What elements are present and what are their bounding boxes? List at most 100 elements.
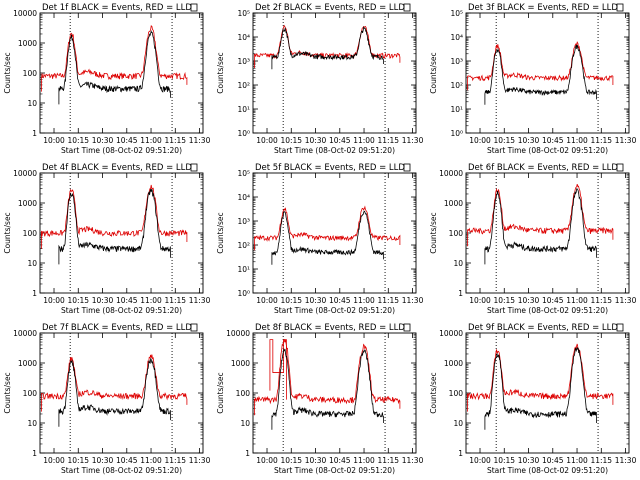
x-tick-label: 10:45 [542, 136, 564, 145]
x-tick-label: 10:30 [305, 136, 327, 145]
y-tick-label: 10³ [450, 57, 463, 66]
y-tick-label: 10000 [13, 169, 37, 178]
y-tick-label: 10⁴ [450, 33, 463, 42]
x-tick-label: 11:15 [164, 296, 186, 305]
x-tick-label: 10:15 [67, 456, 89, 465]
x-tick-label: 11:15 [377, 136, 399, 145]
plot-frame [465, 172, 630, 294]
chart-title: Det 5f BLACK = Events, RED = LLD [255, 163, 405, 173]
series-line-lld [466, 343, 614, 412]
series-line-events [484, 188, 597, 265]
y-tick-label: 100 [23, 69, 38, 78]
series-line-lld [466, 41, 614, 91]
y-tick-label: 1000 [444, 199, 463, 208]
chart-panel-5: Det 5f BLACK = Events, RED = LLD Counts/s… [216, 163, 424, 315]
x-tick-label: 10:30 [92, 456, 114, 465]
y-axis-label: Counts/sec [3, 372, 12, 413]
x-tick-label: 10:00 [43, 456, 65, 465]
chart-panel-8: Det 8f BLACK = Events, RED = LLD Counts/s… [216, 323, 424, 475]
y-tick-label: 10 [453, 259, 463, 268]
x-tick-label: 11:15 [377, 296, 399, 305]
legend-box [616, 3, 624, 12]
y-tick-label: 100 [449, 229, 464, 238]
y-tick-label: 100 [236, 389, 251, 398]
x-tick-label: 11:00 [140, 456, 162, 465]
chart-panel-9: Det 9f BLACK = Events, RED = LLD Counts/s… [429, 323, 637, 475]
plot-frame [39, 172, 204, 294]
x-tick-label: 10:45 [329, 456, 351, 465]
x-tick-label: 11:30 [189, 296, 211, 305]
x-axis-label: Start Time (08-Oct-02 09:51:20) [487, 306, 608, 315]
chart-panel-1: Det 1f BLACK = Events, RED = LLD Counts/s… [3, 3, 211, 155]
y-tick-label: 10² [237, 241, 250, 250]
x-axis-label: Start Time (08-Oct-02 09:51:20) [487, 146, 608, 155]
x-axis-label: Start Time (08-Oct-02 09:51:20) [61, 146, 182, 155]
x-tick-label: 10:00 [256, 456, 278, 465]
chart-title: Det 2f BLACK = Events, RED = LLD [255, 3, 405, 13]
y-tick-label: 1 [458, 449, 463, 458]
x-tick-label: 11:15 [590, 136, 612, 145]
y-tick-label: 100 [23, 389, 38, 398]
x-tick-label: 10:45 [116, 296, 138, 305]
x-tick-label: 10:00 [43, 136, 65, 145]
x-axis-label: Start Time (08-Oct-02 09:51:20) [274, 466, 395, 475]
y-axis-label: Counts/sec [429, 212, 438, 253]
y-tick-label: 100 [23, 229, 38, 238]
legend-box [190, 163, 198, 172]
x-tick-label: 11:30 [615, 136, 637, 145]
y-tick-label: 10 [453, 419, 463, 428]
x-tick-label: 10:15 [280, 296, 302, 305]
y-tick-label: 10 [27, 419, 37, 428]
series-line-lld [253, 205, 401, 251]
plot-frame [252, 332, 417, 454]
y-tick-label: 1000 [18, 359, 37, 368]
y-axis-label: Counts/sec [216, 372, 225, 413]
x-tick-label: 10:00 [256, 136, 278, 145]
y-tick-label: 10000 [13, 329, 37, 338]
x-tick-label: 10:45 [542, 296, 564, 305]
y-tick-label: 10 [240, 419, 250, 428]
y-tick-label: 10⁴ [237, 33, 250, 42]
x-tick-label: 11:30 [402, 136, 424, 145]
x-tick-label: 10:30 [92, 136, 114, 145]
x-axis-label: Start Time (08-Oct-02 09:51:20) [61, 466, 182, 475]
series-line-events [271, 348, 384, 430]
y-tick-label: 10⁵ [450, 9, 463, 18]
series-line-lld [466, 183, 614, 247]
y-tick-label: 10 [27, 99, 37, 108]
chart-panel-2: Det 2f BLACK = Events, RED = LLD Counts/s… [216, 3, 424, 155]
y-tick-label: 10000 [439, 329, 463, 338]
chart-panel-7: Det 7f BLACK = Events, RED = LLD Counts/s… [3, 323, 211, 475]
x-tick-label: 10:00 [469, 136, 491, 145]
plot-frame [39, 12, 204, 134]
y-tick-label: 10⁰ [450, 129, 463, 138]
y-tick-label: 1 [32, 289, 37, 298]
x-tick-label: 11:15 [377, 456, 399, 465]
y-tick-label: 10 [27, 259, 37, 268]
legend-box [403, 3, 411, 12]
x-tick-label: 10:15 [67, 136, 89, 145]
x-tick-label: 10:15 [67, 296, 89, 305]
x-tick-label: 10:00 [469, 296, 491, 305]
x-tick-label: 10:30 [92, 296, 114, 305]
series-line-lld [41, 184, 188, 249]
x-tick-label: 10:00 [256, 296, 278, 305]
x-tick-label: 10:45 [542, 456, 564, 465]
x-tick-label: 10:30 [305, 296, 327, 305]
x-axis-label: Start Time (08-Oct-02 09:51:20) [61, 306, 182, 315]
x-tick-label: 11:30 [402, 456, 424, 465]
chart-title: Det 6f BLACK = Events, RED = LLD [468, 163, 618, 173]
plot-frame [252, 12, 417, 134]
x-tick-label: 11:30 [189, 456, 211, 465]
x-tick-label: 10:15 [493, 296, 515, 305]
series-line-lld [253, 339, 401, 416]
x-tick-label: 10:15 [280, 456, 302, 465]
chart-panel-4: Det 4f BLACK = Events, RED = LLD Counts/s… [3, 163, 211, 315]
series-line-events [271, 210, 384, 265]
y-tick-label: 10⁵ [237, 9, 250, 18]
x-axis-label: Start Time (08-Oct-02 09:51:20) [274, 146, 395, 155]
x-tick-label: 11:00 [353, 136, 375, 145]
x-tick-label: 11:00 [566, 136, 588, 145]
plot-frame [39, 332, 204, 454]
legend-box [403, 323, 411, 332]
